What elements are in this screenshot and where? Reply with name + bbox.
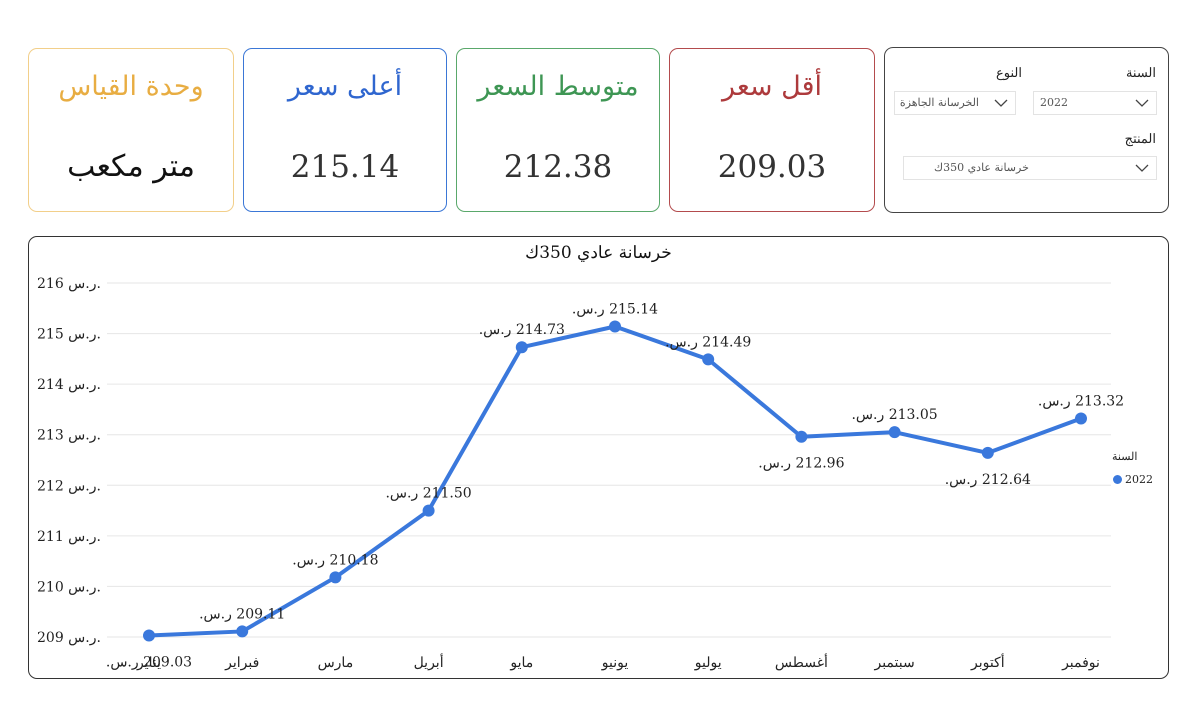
chevron-down-icon [994, 99, 1008, 107]
data-point [888, 426, 901, 439]
x-tick-label: يناير [136, 655, 161, 671]
data-label: 210.18 ر.س. [292, 552, 378, 568]
chevron-down-icon [1135, 164, 1149, 172]
product-dropdown[interactable]: خرسانة عادي 350ك [903, 156, 1157, 180]
avg-price-card: متوسط السعر 212.38 [456, 48, 660, 212]
chevron-down-icon [1135, 99, 1149, 107]
chart-plot: 209 ر.س. 210 ر.س. 211 ر.س. 212 ر.س. 213 ر.س.… [37, 276, 1124, 671]
data-point [981, 446, 994, 459]
data-label: 213.05 ر.س. [851, 407, 937, 423]
y-tick-label: 212 ر.س. [37, 478, 101, 494]
type-label: النوع [996, 66, 1022, 81]
year-dropdown[interactable]: 2022 [1033, 91, 1157, 115]
y-tick-label: 216 ر.س. [37, 276, 101, 292]
min-price-title: أقل سعر [722, 71, 822, 102]
data-label: 214.73 ر.س. [479, 322, 565, 338]
y-tick-label: 209 ر.س. [37, 630, 101, 646]
x-tick-label: يوليو [694, 655, 722, 671]
avg-price-title: متوسط السعر [477, 71, 639, 102]
data-point [609, 320, 621, 333]
y-tick-label: 211 ر.س. [37, 529, 101, 545]
x-tick-label: أكتوبر [970, 652, 1005, 671]
data-point [329, 571, 342, 584]
data-label: 212.96 ر.س. [758, 456, 844, 472]
avg-price-value: 212.38 [503, 149, 613, 185]
data-label: 209.03 ر.س. [106, 654, 192, 670]
max-price-title: أعلى سعر [287, 71, 403, 102]
legend-label: 2022 [1125, 473, 1153, 486]
year-label: السنة [1125, 66, 1156, 81]
data-label: 214.49 ر.س. [665, 334, 751, 350]
data-label: 212.64 ر.س. [945, 472, 1031, 488]
unit-card: وحدة القياس متر مكعب [28, 48, 234, 212]
data-point [143, 629, 155, 642]
year-dropdown-value: 2022 [1040, 96, 1068, 109]
y-tick-label: 215 ر.س. [37, 327, 101, 343]
type-dropdown-value: الخرسانة الجاهزة [899, 96, 979, 109]
data-label: 209.11 ر.س. [199, 606, 285, 622]
x-tick-label: يونيو [601, 655, 629, 671]
data-point [1075, 412, 1087, 425]
unit-card-title: وحدة القياس [58, 71, 204, 102]
chart-title: خرسانة عادي 350ك [525, 243, 672, 263]
max-price-card: أعلى سعر 215.14 [243, 48, 447, 212]
data-point [515, 341, 528, 354]
data-point [422, 504, 435, 517]
x-tick-label: نوفمبر [1061, 655, 1100, 671]
x-tick-label: أبريل [414, 652, 444, 671]
product-label: المنتج [1124, 132, 1156, 147]
legend-item-2022: 2022 [1113, 473, 1153, 486]
legend-marker [1113, 475, 1122, 484]
filters-panel: السنة النوع 2022 الخرسانة الجاهزة المنتج… [884, 47, 1169, 213]
x-tick-label: أغسطس [775, 652, 828, 671]
series-line-2022 [147, 324, 1083, 638]
max-price-value: 215.14 [290, 149, 400, 185]
data-point [795, 430, 808, 443]
price-line-chart: خرسانة عادي 350ك 209 ر.س. 210 ر.س. 211 ر.س… [28, 236, 1169, 679]
product-dropdown-value: خرسانة عادي 350ك [934, 161, 1029, 174]
x-tick-label: سبتمبر [873, 655, 914, 671]
x-tick-label: مايو [509, 655, 533, 671]
min-price-value: 209.03 [717, 149, 827, 185]
min-price-card: أقل سعر 209.03 [669, 48, 875, 212]
data-label: 211.50 ر.س. [385, 486, 471, 502]
data-label: 213.32 ر.س. [1038, 394, 1124, 410]
legend-title: السنة [1112, 450, 1138, 463]
data-point [702, 353, 715, 366]
y-tick-label: 214 ر.س. [37, 377, 101, 393]
x-tick-label: مارس [318, 655, 354, 671]
y-tick-label: 213 ر.س. [37, 428, 101, 444]
y-tick-label: 210 ر.س. [37, 579, 101, 595]
data-label: 215.14 ر.س. [572, 301, 658, 317]
x-tick-label: فبراير [224, 655, 259, 671]
type-dropdown[interactable]: الخرسانة الجاهزة [894, 91, 1016, 115]
unit-card-value: متر مكعب [67, 149, 195, 184]
data-point [236, 625, 249, 638]
